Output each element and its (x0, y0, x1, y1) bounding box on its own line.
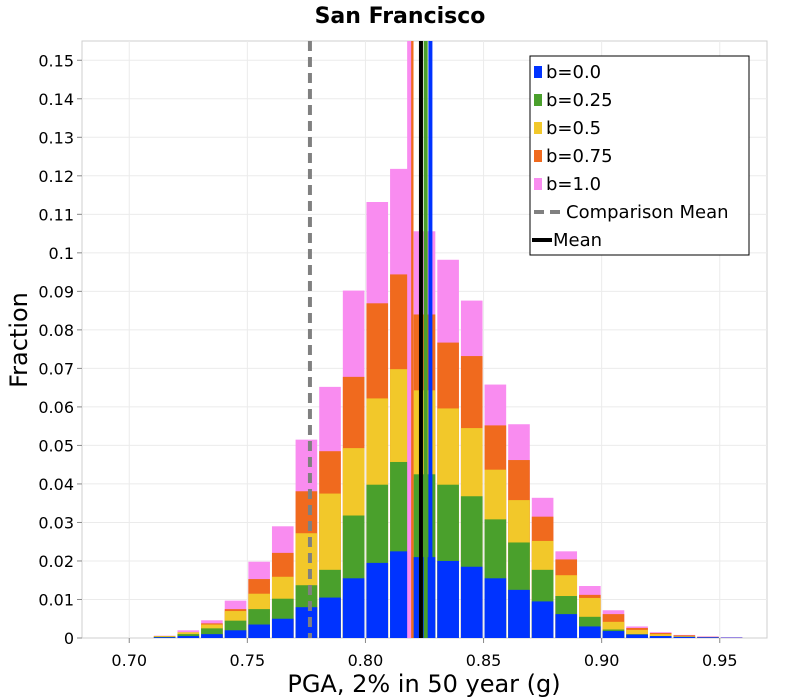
bar-b-0_0 (626, 634, 648, 638)
legend-swatch (534, 66, 542, 78)
mean-lines (307, 41, 433, 638)
legend-label: b=0.0 (546, 62, 601, 83)
bar-b-0_0 (697, 637, 719, 638)
bar-b-0_0 (248, 624, 270, 638)
y-tick-label: 0.11 (38, 205, 74, 224)
bar-b-0_0 (271, 618, 294, 638)
legend-swatch (534, 150, 542, 162)
bar-b-0_0 (342, 578, 365, 638)
bar-b-0_5 (626, 629, 648, 638)
bar-b-0_0 (201, 634, 223, 638)
legend-label: b=0.25 (546, 90, 613, 111)
legend-item: b=1.0 (534, 174, 601, 195)
y-tick-label: 0.12 (38, 167, 74, 186)
bar-b-0_0 (366, 562, 389, 638)
y-tick-label: 0.1 (49, 244, 74, 263)
y-tick-label: 0.04 (38, 475, 74, 494)
y-tick-label: 0.09 (38, 282, 74, 301)
y-tick-label: 0.07 (38, 359, 74, 378)
legend-label: Comparison Mean (566, 202, 729, 223)
y-tick-label: 0.14 (38, 90, 74, 109)
bar-b-0_0 (390, 551, 412, 638)
y-tick-label: 0.08 (38, 321, 74, 340)
legend-item: Comparison Mean (534, 202, 729, 223)
x-tick-label: 0.85 (466, 651, 502, 670)
legend-swatch (534, 178, 542, 190)
x-tick-label: 0.75 (230, 651, 266, 670)
legend-label: b=0.75 (546, 146, 613, 167)
legend-box (529, 55, 750, 256)
x-tick-label: 0.70 (111, 651, 147, 670)
chart-title: San Francisco (315, 4, 486, 29)
y-tick-label: 0.02 (38, 552, 74, 571)
legend-label: b=1.0 (546, 174, 601, 195)
x-tick-label: 0.90 (584, 651, 620, 670)
y-tick-label: 0.13 (38, 128, 74, 147)
bar-b-0_0 (673, 636, 696, 638)
bar-b-0_0 (602, 631, 625, 638)
legend-swatch (534, 94, 542, 106)
bar-b-0_0 (531, 601, 554, 638)
y-tick-label: 0.15 (38, 51, 74, 70)
y-tick-label: 0.03 (38, 513, 74, 532)
y-tick-label: 0.06 (38, 398, 74, 417)
legend-swatch (534, 122, 542, 134)
bar-b-0_25 (201, 628, 223, 638)
legend-label: Mean (553, 230, 602, 251)
bar-b-0_0 (649, 636, 672, 638)
legend-item: b=0.0 (534, 62, 601, 83)
bar-b-0_0 (484, 578, 507, 638)
bar-b-0_0 (153, 637, 176, 638)
legend-item: b=0.25 (534, 90, 613, 111)
legend-item: Mean (532, 230, 602, 251)
y-axis-ticks: 0 0.01 0.02 0.03 0.04 0.05 0.06 0.07 0.08 0.09 0.1… (38, 51, 82, 648)
legend: b=0.0 b=0.25 b=0.5 b=0.75 b=1.0 Comparison Me… (529, 55, 750, 256)
bar-b-0_0 (319, 597, 341, 638)
bar-b-0_0 (579, 626, 601, 638)
legend-item: b=0.5 (534, 118, 601, 139)
y-tick-label: 0.05 (38, 436, 74, 455)
y-axis-title: Fraction (5, 292, 33, 388)
y-tick-label: 0 (64, 629, 74, 648)
legend-item: b=0.75 (534, 146, 613, 167)
x-axis-title: PGA, 2% in 50 year (g) (287, 670, 560, 698)
bar-b-0_0 (437, 560, 459, 638)
bar-b-0_0 (224, 630, 247, 638)
bar-b-0_0 (460, 566, 483, 638)
bar-b-0_0 (508, 589, 530, 638)
y-tick-label: 0.01 (38, 590, 74, 609)
x-tick-label: 0.80 (348, 651, 384, 670)
bar-b-0_0 (177, 636, 200, 638)
legend-label: b=0.5 (546, 118, 601, 139)
x-tick-label: 0.95 (702, 651, 738, 670)
x-axis-ticks: 0.70 0.75 0.80 0.85 0.90 0.95 (111, 638, 738, 670)
bar-b-0_0 (555, 614, 578, 638)
bar-b-0_0 (295, 607, 318, 638)
